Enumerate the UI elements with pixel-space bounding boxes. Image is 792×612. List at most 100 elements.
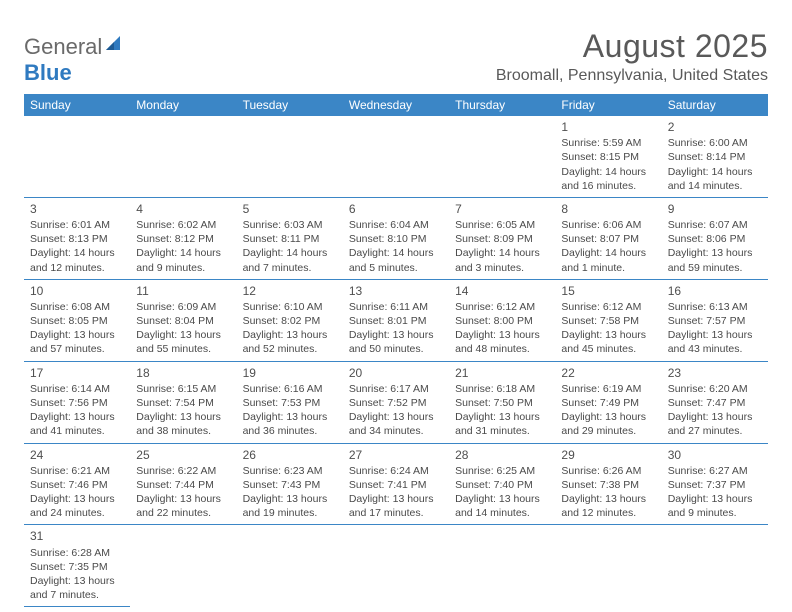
day-number: 28 <box>455 447 549 463</box>
sunset-line: Sunset: 7:41 PM <box>349 478 443 492</box>
sunset-line: Sunset: 7:44 PM <box>136 478 230 492</box>
page-header: General Blue August 2025 Broomall, Penns… <box>24 28 768 86</box>
sunrise-line: Sunrise: 5:59 AM <box>561 136 655 150</box>
daylight-line: Daylight: 14 hours and 7 minutes. <box>243 246 337 274</box>
location-text: Broomall, Pennsylvania, United States <box>496 67 768 85</box>
daylight-line: Daylight: 14 hours and 14 minutes. <box>668 165 762 193</box>
daylight-line: Daylight: 13 hours and 55 minutes. <box>136 328 230 356</box>
calendar-day: 10Sunrise: 6:08 AMSunset: 8:05 PMDayligh… <box>24 279 130 361</box>
calendar-empty <box>555 525 661 607</box>
calendar-week: 31Sunrise: 6:28 AMSunset: 7:35 PMDayligh… <box>24 525 768 607</box>
daylight-line: Daylight: 13 hours and 19 minutes. <box>243 492 337 520</box>
sunset-line: Sunset: 8:12 PM <box>136 232 230 246</box>
calendar-empty <box>449 116 555 197</box>
sunrise-line: Sunrise: 6:22 AM <box>136 464 230 478</box>
daylight-line: Daylight: 13 hours and 17 minutes. <box>349 492 443 520</box>
calendar-day: 11Sunrise: 6:09 AMSunset: 8:04 PMDayligh… <box>130 279 236 361</box>
calendar-day: 26Sunrise: 6:23 AMSunset: 7:43 PMDayligh… <box>237 443 343 525</box>
sunrise-line: Sunrise: 6:05 AM <box>455 218 549 232</box>
daylight-line: Daylight: 14 hours and 1 minute. <box>561 246 655 274</box>
calendar-day: 9Sunrise: 6:07 AMSunset: 8:06 PMDaylight… <box>662 197 768 279</box>
day-number: 21 <box>455 365 549 381</box>
day-number: 14 <box>455 283 549 299</box>
day-number: 25 <box>136 447 230 463</box>
sunset-line: Sunset: 7:40 PM <box>455 478 549 492</box>
calendar-day: 25Sunrise: 6:22 AMSunset: 7:44 PMDayligh… <box>130 443 236 525</box>
calendar-week: 10Sunrise: 6:08 AMSunset: 8:05 PM Dayligh… <box>24 279 768 361</box>
sunrise-line: Sunrise: 6:08 AM <box>30 300 124 314</box>
brand-logo: General Blue <box>24 28 124 86</box>
sunrise-line: Sunrise: 6:13 AM <box>668 300 762 314</box>
calendar-empty <box>449 525 555 607</box>
day-number: 2 <box>668 119 762 135</box>
day-number: 9 <box>668 201 762 217</box>
sunrise-line: Sunrise: 6:20 AM <box>668 382 762 396</box>
calendar-day: 18Sunrise: 6:15 AMSunset: 7:54 PMDayligh… <box>130 361 236 443</box>
sunrise-line: Sunrise: 6:26 AM <box>561 464 655 478</box>
day-number: 19 <box>243 365 337 381</box>
sunrise-line: Sunrise: 6:04 AM <box>349 218 443 232</box>
logo-text: General Blue <box>24 34 124 86</box>
calendar-day: 31Sunrise: 6:28 AMSunset: 7:35 PMDayligh… <box>24 525 130 607</box>
daylight-line: Daylight: 13 hours and 22 minutes. <box>136 492 230 520</box>
sunset-line: Sunset: 8:05 PM <box>30 314 124 328</box>
day-number: 3 <box>30 201 124 217</box>
day-number: 8 <box>561 201 655 217</box>
calendar-week: 24Sunrise: 6:21 AMSunset: 7:46 PMDayligh… <box>24 443 768 525</box>
day-number: 16 <box>668 283 762 299</box>
calendar-day: 1Sunrise: 5:59 AMSunset: 8:15 PMDaylight… <box>555 116 661 197</box>
calendar-day: 4Sunrise: 6:02 AMSunset: 8:12 PMDaylight… <box>130 197 236 279</box>
daylight-line: Daylight: 14 hours and 5 minutes. <box>349 246 443 274</box>
day-number: 18 <box>136 365 230 381</box>
daylight-line: Daylight: 13 hours and 24 minutes. <box>30 492 124 520</box>
calendar-day: 16Sunrise: 6:13 AMSunset: 7:57 PMDayligh… <box>662 279 768 361</box>
calendar-head: SundayMondayTuesdayWednesdayThursdayFrid… <box>24 94 768 116</box>
calendar-day: 7Sunrise: 6:05 AMSunset: 8:09 PMDaylight… <box>449 197 555 279</box>
sunrise-line: Sunrise: 6:07 AM <box>668 218 762 232</box>
daylight-line: Daylight: 13 hours and 59 minutes. <box>668 246 762 274</box>
daylight-line: Daylight: 13 hours and 45 minutes. <box>561 328 655 356</box>
sunset-line: Sunset: 8:10 PM <box>349 232 443 246</box>
sunrise-line: Sunrise: 6:11 AM <box>349 300 443 314</box>
day-number: 26 <box>243 447 337 463</box>
daylight-line: Daylight: 13 hours and 50 minutes. <box>349 328 443 356</box>
sunrise-line: Sunrise: 6:24 AM <box>349 464 443 478</box>
sunset-line: Sunset: 7:53 PM <box>243 396 337 410</box>
daylight-line: Daylight: 13 hours and 41 minutes. <box>30 410 124 438</box>
day-number: 22 <box>561 365 655 381</box>
sunset-line: Sunset: 8:07 PM <box>561 232 655 246</box>
sunset-line: Sunset: 7:50 PM <box>455 396 549 410</box>
day-number: 29 <box>561 447 655 463</box>
logo-line1: General <box>24 34 102 59</box>
day-number: 6 <box>349 201 443 217</box>
calendar-day: 22Sunrise: 6:19 AMSunset: 7:49 PMDayligh… <box>555 361 661 443</box>
daylight-line: Daylight: 13 hours and 29 minutes. <box>561 410 655 438</box>
calendar-day: 20Sunrise: 6:17 AMSunset: 7:52 PMDayligh… <box>343 361 449 443</box>
calendar-day: 6Sunrise: 6:04 AMSunset: 8:10 PMDaylight… <box>343 197 449 279</box>
sunset-line: Sunset: 7:52 PM <box>349 396 443 410</box>
day-number: 30 <box>668 447 762 463</box>
sunset-line: Sunset: 7:54 PM <box>136 396 230 410</box>
calendar-table: SundayMondayTuesdayWednesdayThursdayFrid… <box>24 94 768 607</box>
daylight-line: Daylight: 13 hours and 34 minutes. <box>349 410 443 438</box>
day-number: 10 <box>30 283 124 299</box>
logo-line2: Blue <box>24 60 72 85</box>
sunset-line: Sunset: 7:46 PM <box>30 478 124 492</box>
day-number: 27 <box>349 447 443 463</box>
day-number: 24 <box>30 447 124 463</box>
sunrise-line: Sunrise: 6:25 AM <box>455 464 549 478</box>
daylight-line: Daylight: 13 hours and 36 minutes. <box>243 410 337 438</box>
daylight-line: Daylight: 13 hours and 43 minutes. <box>668 328 762 356</box>
calendar-empty <box>130 525 236 607</box>
sunset-line: Sunset: 7:56 PM <box>30 396 124 410</box>
sunrise-line: Sunrise: 6:16 AM <box>243 382 337 396</box>
day-number: 23 <box>668 365 762 381</box>
calendar-week: 3Sunrise: 6:01 AMSunset: 8:13 PMDaylight… <box>24 197 768 279</box>
daylight-line: Daylight: 13 hours and 7 minutes. <box>30 574 124 602</box>
calendar-day: 3Sunrise: 6:01 AMSunset: 8:13 PMDaylight… <box>24 197 130 279</box>
calendar-day: 2Sunrise: 6:00 AMSunset: 8:14 PMDaylight… <box>662 116 768 197</box>
weekday-row: SundayMondayTuesdayWednesdayThursdayFrid… <box>24 94 768 116</box>
calendar-empty <box>237 525 343 607</box>
daylight-line: Daylight: 13 hours and 52 minutes. <box>243 328 337 356</box>
sunset-line: Sunset: 7:43 PM <box>243 478 337 492</box>
